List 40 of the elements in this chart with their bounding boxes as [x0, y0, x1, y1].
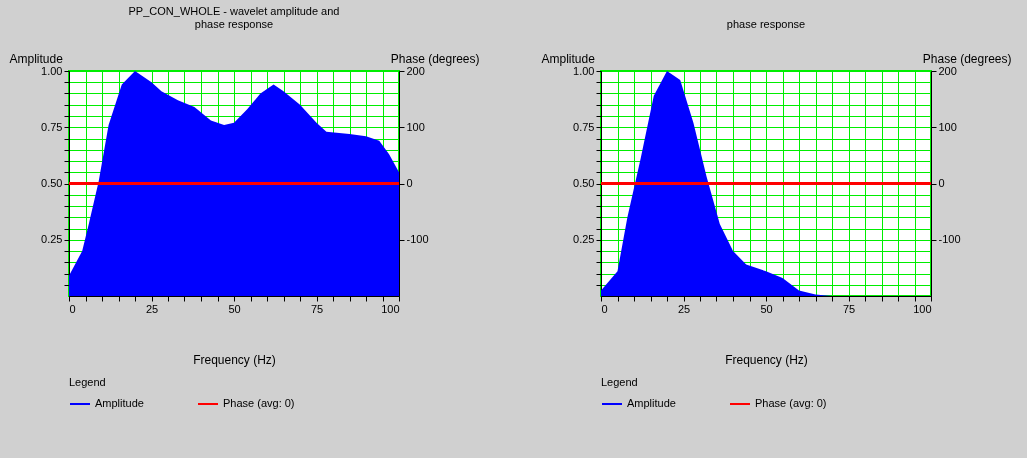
y-axis-title: Amplitude [9, 51, 64, 66]
y2-tick-label: 100 [406, 120, 425, 133]
y-tick-label: 0.75 [41, 120, 63, 133]
x-tick-label: 100 [381, 302, 400, 315]
y2-tick-label: 200 [938, 64, 957, 77]
x-tick-label: 75 [310, 302, 324, 315]
y-axis-title: Amplitude [541, 51, 596, 66]
chart-title: phase response [726, 18, 806, 30]
y-tick-label: 0.50 [573, 177, 595, 189]
chart-title: PP_CON_WHOLE - wavelet amplitude and phase response [128, 5, 340, 30]
legend-title: Legend [601, 376, 638, 388]
y2-tick-label: -100 [406, 233, 429, 246]
x-axis-title: Frequency (Hz) [193, 352, 276, 367]
y-tick-label: 0.25 [41, 233, 63, 246]
x-tick-label: 25 [677, 302, 691, 315]
x-tick-label: 50 [760, 302, 773, 315]
legend-label: Phase (avg: 0) [223, 397, 295, 409]
legend-label: Amplitude [95, 397, 144, 409]
y2-tick-label: 0 [938, 177, 945, 189]
y2-axis-title: Phase (degrees) [390, 51, 480, 66]
x-tick-label: 0 [69, 302, 76, 315]
x-axis-title: Frequency (Hz) [725, 352, 808, 367]
y-tick-label: 1.00 [573, 64, 595, 77]
y-tick-label: 0.25 [573, 233, 595, 246]
x-tick-label: 75 [842, 302, 856, 315]
y2-tick-label: -100 [938, 233, 961, 246]
y2-tick-label: 200 [406, 64, 425, 77]
y-tick-label: 0.50 [41, 177, 63, 189]
y2-tick-label: 100 [938, 120, 957, 133]
y2-tick-label: 0 [406, 177, 413, 189]
y-tick-label: 1.00 [41, 64, 63, 77]
legend-label: Phase (avg: 0) [755, 397, 827, 409]
x-tick-label: 25 [145, 302, 159, 315]
y2-axis-title: Phase (degrees) [922, 51, 1012, 66]
x-tick-label: 50 [228, 302, 241, 315]
x-tick-label: 100 [913, 302, 932, 315]
x-tick-label: 0 [601, 302, 608, 315]
legend-label: Amplitude [627, 397, 676, 409]
legend-title: Legend [69, 376, 106, 388]
y-tick-label: 0.75 [573, 120, 595, 133]
